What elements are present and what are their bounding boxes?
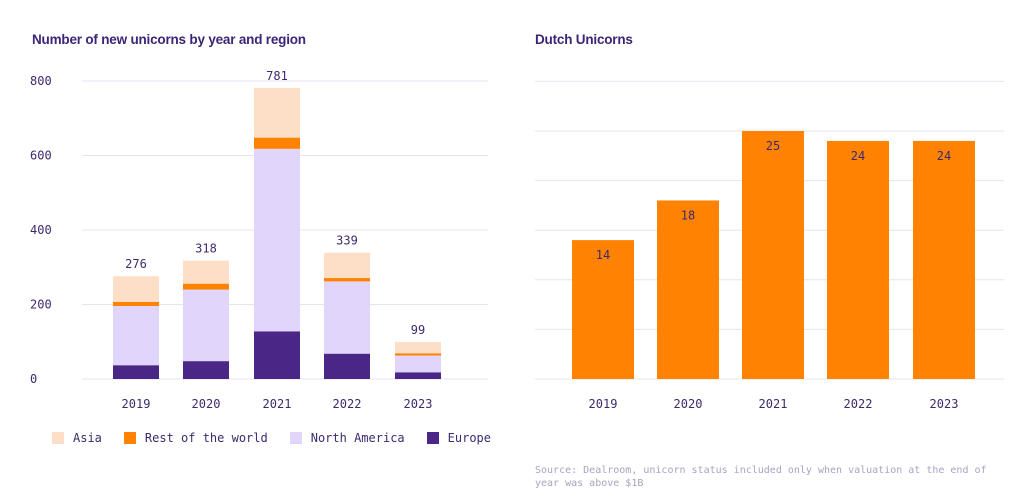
left-y-tick-label: 0 [30, 372, 37, 386]
left-chart-title: Number of new unicorns by year and regio… [32, 32, 306, 47]
dutch-unicorn-bar [827, 140, 889, 379]
legend-item: Europe [426, 431, 492, 445]
left-y-tick-label: 800 [30, 74, 52, 88]
bar-total-label: 781 [266, 69, 288, 83]
legend-item: North America [289, 431, 405, 445]
bar-segment-europe [324, 353, 370, 379]
dutch-unicorn-bar [742, 131, 804, 379]
bar-segment-europe [254, 331, 300, 379]
legend-swatch [289, 432, 302, 444]
dutch-bar-value-label: 24 [937, 149, 951, 163]
bar-segment-north-america [324, 281, 370, 354]
left-x-tick-label: 2021 [263, 397, 292, 411]
bar-segment-europe [113, 365, 159, 379]
left-x-tick-label: 2023 [404, 397, 433, 411]
bar-segment-asia [183, 260, 229, 284]
bar-segment-asia [254, 88, 300, 138]
legend-label: Asia [73, 431, 102, 445]
legend: Asia Rest of the world North America Europe [52, 431, 513, 445]
bar-total-label: 276 [125, 257, 147, 271]
legend-label: Rest of the world [144, 431, 268, 445]
left-x-tick-label: 2019 [122, 397, 151, 411]
left-x-tick-label: 2020 [192, 397, 221, 411]
bar-total-label: 318 [195, 242, 217, 256]
dutch-bar-value-label: 25 [766, 139, 780, 153]
right-x-tick-label: 2022 [844, 397, 873, 411]
legend-item: Asia [52, 431, 102, 445]
bar-total-label: 99 [411, 323, 425, 337]
bar-segment-asia [113, 276, 159, 302]
dutch-bar-value-label: 24 [851, 149, 865, 163]
left-y-tick-label: 200 [30, 298, 52, 312]
legend-swatch [426, 432, 439, 444]
bar-segment-rest-of-the-world [324, 278, 370, 282]
bar-segment-north-america [254, 148, 300, 332]
bar-segment-north-america [113, 305, 159, 366]
legend-label: Europe [447, 431, 492, 445]
legend-item: Rest of the world [123, 431, 268, 445]
source-note: Source: Dealroom, unicorn status include… [535, 465, 987, 489]
bar-segment-europe [183, 361, 229, 379]
right-x-tick-label: 2019 [589, 397, 618, 411]
dutch-bar-value-label: 14 [596, 248, 610, 262]
right-x-tick-label: 2021 [759, 397, 788, 411]
bar-segment-rest-of-the-world [395, 353, 441, 356]
left-y-tick-label: 400 [30, 223, 52, 237]
dutch-bar-value-label: 18 [681, 208, 695, 222]
legend-label: North America [310, 431, 405, 445]
dutch-unicorn-bar [657, 200, 719, 379]
left-y-tick-label: 600 [30, 149, 52, 163]
right-chart-title: Dutch Unicorns [535, 32, 633, 47]
left-x-tick-label: 2022 [333, 397, 362, 411]
right-x-tick-label: 2023 [930, 397, 959, 411]
bar-segment-rest-of-the-world [254, 137, 300, 149]
bar-segment-north-america [395, 355, 441, 373]
right-x-tick-label: 2020 [674, 397, 703, 411]
bar-total-label: 339 [336, 234, 358, 248]
bar-segment-asia [324, 252, 370, 279]
dutch-unicorn-bar [913, 140, 975, 379]
bar-segment-rest-of-the-world [183, 283, 229, 290]
bar-segment-europe [395, 372, 441, 379]
legend-swatch [52, 432, 64, 444]
bar-segment-north-america [183, 289, 229, 362]
dutch-unicorn-bar [572, 240, 634, 379]
bar-segment-asia [395, 342, 441, 354]
legend-swatch [123, 432, 136, 444]
bar-segment-rest-of-the-world [113, 301, 159, 306]
